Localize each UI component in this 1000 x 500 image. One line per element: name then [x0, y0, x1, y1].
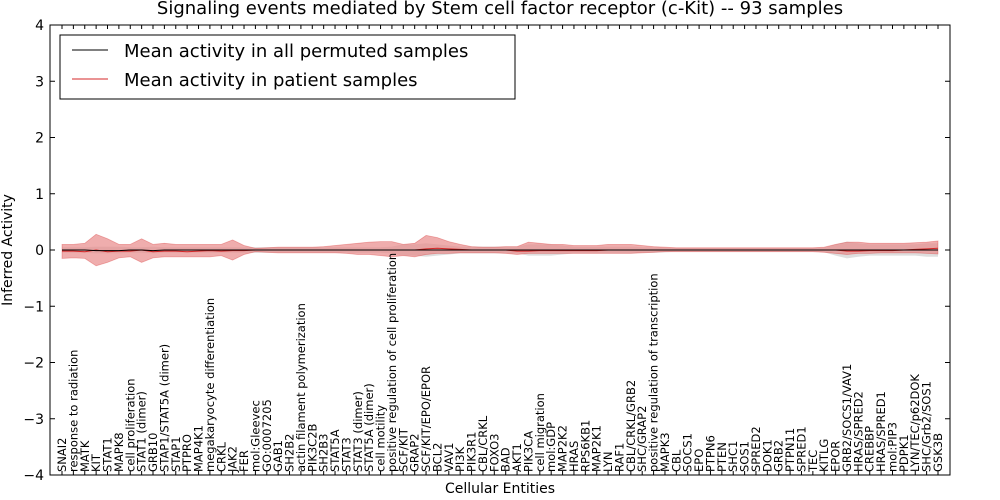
legend-label-patient: Mean activity in patient samples	[124, 70, 418, 91]
x-tick-label: GSK3B	[931, 433, 945, 472]
x-tick-label: STAT5A (dimer)	[362, 383, 376, 472]
x-tick-label: SPRED1	[795, 426, 809, 472]
x-tick-label: STAT5A	[328, 429, 342, 472]
x-tick-label: EPO	[692, 449, 706, 472]
x-tick-label: HRAS/SPRED1	[874, 391, 888, 472]
x-tick-label: PTPRO	[180, 434, 194, 472]
legend-box	[59, 34, 516, 100]
x-tick-label: STAT3 (dimer)	[351, 391, 365, 472]
x-tick-label: LYN/TEC/p62DOK	[908, 374, 922, 472]
x-tick-label: cell motility	[374, 405, 388, 472]
x-tick-label: GRB2/SOCS1/VAV1	[840, 364, 854, 472]
x-tick-label: TEC	[806, 450, 820, 473]
x-tick-label: response to radiation	[66, 350, 80, 472]
x-tick-label: DOK1	[760, 439, 774, 472]
x-tick-label: BAD	[499, 447, 513, 472]
x-tick-label: FER	[237, 450, 251, 472]
x-tick-label: MAP2K2	[556, 425, 570, 472]
chart-title: Signaling events mediated by Stem cell f…	[157, 0, 843, 19]
x-tick-label: STAT1	[101, 437, 115, 472]
x-tick-label: SH2B2	[283, 434, 297, 472]
x-tick-label: SH2B3	[317, 434, 331, 472]
x-tick-label: GRB10	[146, 433, 160, 472]
x-tick-label: CBL	[669, 449, 683, 472]
x-tick-label: SNAI2	[55, 438, 69, 472]
x-tick-label: SHC/GRAP2	[635, 406, 649, 472]
y-tick-label: 2	[35, 131, 44, 147]
x-tick-label: STAP1/STAT5A (dimer)	[157, 344, 171, 472]
x-tick-label: SOCS1	[681, 433, 695, 472]
x-tick-label: actin filament polymerization	[294, 303, 308, 472]
legend: Mean activity in all permuted samples Mea…	[59, 34, 516, 100]
x-tick-label: FOXO3	[487, 434, 501, 472]
x-tick-label: SHC1	[726, 441, 740, 472]
x-tick-label: CREBBP	[863, 426, 877, 472]
x-tick-label: VAV1	[442, 443, 456, 472]
x-tick-label: PI3K	[453, 446, 467, 472]
x-tick-label: KITLG	[817, 439, 831, 472]
x-tick-label: GAB1	[271, 440, 285, 472]
y-tick-label: −4	[23, 468, 44, 484]
x-tick-label: PTPN11	[783, 428, 797, 472]
x-tick-label: PIK3R1	[465, 432, 479, 473]
x-tick-label: mol:Gleevec	[248, 400, 262, 472]
y-tick-label: −1	[23, 299, 44, 315]
x-tick-label: SCF/KIT/EPO/EPOR	[419, 366, 433, 472]
x-tick-label: CBL/CRKL	[476, 415, 490, 472]
y-tick-label: −3	[23, 412, 44, 428]
x-tick-label: STAT1 (dimer)	[135, 391, 149, 472]
permuted-mean-line	[62, 249, 938, 252]
x-tick-label: MAPK3	[658, 432, 672, 472]
x-tick-label: SPRED2	[749, 426, 763, 472]
x-tick-label: megakaryocyte differentiation	[203, 298, 217, 472]
x-tick-label: PIK3CA	[521, 431, 535, 472]
x-tick-label: HRAS/SPRED2	[851, 391, 865, 472]
x-tick-label: GRB2	[772, 440, 786, 472]
y-axis-label: Inferred Activity	[0, 194, 16, 306]
x-tick-label: JAK2	[226, 446, 240, 473]
x-tick-label: LYN	[601, 451, 615, 472]
x-tick-label: AKT1	[510, 443, 524, 472]
x-tick-label: PTEN	[715, 442, 729, 472]
x-tick-label: cell proliferation	[123, 378, 137, 472]
x-tick-label: positive regulation of cell proliferatio…	[385, 253, 399, 472]
x-tick-label: SHC/Grb2/SOS1	[920, 381, 934, 472]
x-tick-label: PIK3C2B	[305, 423, 319, 472]
x-tick-label: mol:GDP	[544, 422, 558, 472]
x-tick-label: RAF1	[613, 443, 627, 472]
x-tick-label: MAP4K1	[192, 425, 206, 472]
y-tick-label: −2	[23, 356, 44, 372]
y-tick-label: 4	[35, 18, 44, 34]
x-tick-label: STAT3	[339, 437, 353, 472]
x-tick-label: EPOR	[829, 441, 843, 472]
x-tick-label: MATK	[78, 440, 92, 472]
x-tick-label: SCF/KIT	[396, 427, 410, 472]
y-tick-label: 1	[35, 187, 44, 203]
x-tick-label: GO:0007205	[260, 399, 274, 472]
x-tick-label: GRAP2	[408, 433, 422, 472]
x-tick-label: KIT	[89, 453, 103, 472]
x-tick-label: HRAS	[567, 441, 581, 472]
x-tick-label: CRKL	[214, 441, 228, 472]
y-axis: −4 −3 −2 −1 0 1 2 3 4	[23, 18, 950, 484]
x-tick-label: PDPK1	[897, 434, 911, 472]
x-tick-label: MAPK8	[112, 432, 126, 472]
y-tick-label: 0	[35, 243, 44, 259]
x-tick-label: BCL2	[430, 443, 444, 472]
x-tick-label: MAP2K1	[590, 425, 604, 472]
x-tick-label: SOS1	[738, 441, 752, 472]
x-tick-label: positive regulation of transcription	[647, 273, 661, 472]
x-tick-label: CBL/CRKL/GRB2	[624, 380, 638, 472]
x-tick-label: mol:PIP3	[886, 422, 900, 472]
y-tick-label: 3	[35, 74, 44, 90]
x-tick-label: STAP1	[169, 436, 183, 472]
x-tick-label: PTPN6	[704, 435, 718, 472]
x-axis-label: Cellular Entities	[445, 481, 555, 497]
legend-label-permuted: Mean activity in all permuted samples	[124, 41, 468, 62]
x-tick-label: cell migration	[533, 393, 547, 472]
x-tick-label: RPS6KB1	[578, 420, 592, 472]
